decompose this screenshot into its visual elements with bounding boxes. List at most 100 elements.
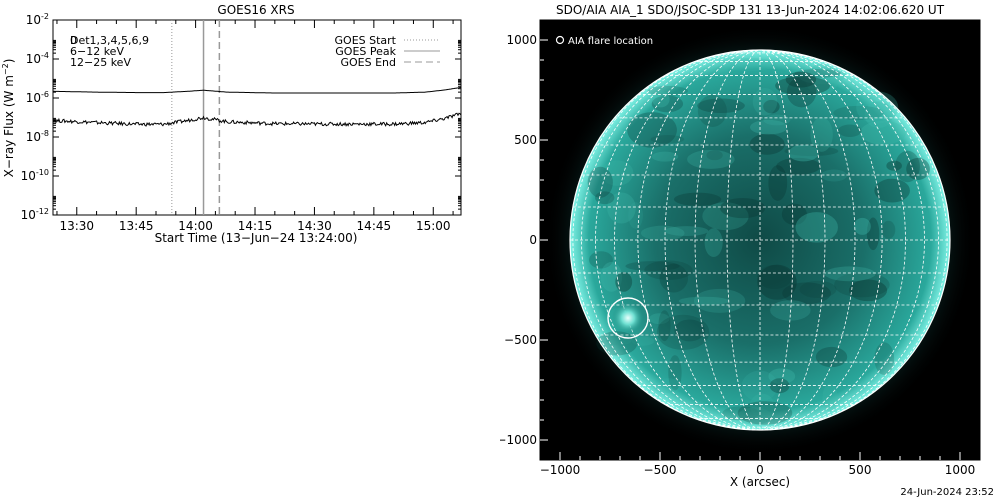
aia-texture-blob [644, 260, 693, 280]
aia-texture-blob [600, 160, 634, 186]
goes-y-tick-label: 10-10 [21, 168, 49, 183]
aia-texture-blob [757, 265, 792, 290]
aia-texture-blob [724, 58, 776, 72]
goes-x-label: Start Time (13−Jun−24 13:24:00) [155, 231, 358, 245]
aia-grid-longitude-line [595, 49, 761, 431]
goes-y-tick-label: 10-2 [26, 12, 49, 27]
aia-texture-blob [668, 355, 682, 391]
aia-disk-texture [587, 58, 930, 425]
goes-x-tick-label: 14:15 [238, 219, 273, 233]
aia-texture-blob [757, 264, 797, 300]
aia-grid-longitude-line [759, 49, 856, 431]
aia-heliographic-grid [570, 49, 950, 431]
aia-grid-longitude-line [759, 49, 906, 431]
aia-grid-longitude-line [572, 49, 761, 431]
aia-texture-blob [588, 251, 613, 269]
aia-legend: AIA flare location [555, 35, 653, 47]
aia-texture-blob [834, 272, 890, 298]
aia-texture-blob [697, 94, 727, 127]
legend-goes-start-label: GOES Start [335, 34, 397, 47]
aia-texture-blob [673, 192, 722, 206]
aia-texture-blob [658, 310, 671, 342]
aia-texture-blob [786, 77, 817, 108]
aia-texture-blob [693, 288, 746, 313]
aia-texture-blob [737, 407, 772, 425]
aia-grid-longitude-line [759, 49, 794, 431]
goes-series-line-6-12-keV [53, 86, 462, 94]
aia-texture-blob [650, 135, 685, 144]
aia-grid-longitude-line [759, 49, 925, 431]
aia-y-tick-label: 1000 [506, 33, 537, 47]
aia-texture-blob [722, 406, 760, 421]
aia-grid-longitude-line [759, 49, 883, 431]
aia-grid-longitude-line [759, 49, 948, 431]
aia-grid-longitude-line [664, 49, 761, 431]
aia-texture-blob [674, 319, 705, 342]
aia-texture-blob [659, 263, 688, 293]
aia-x-tick-label: −1000 [540, 463, 581, 477]
goes-band-12-25-label: 12−25 keV [70, 56, 131, 69]
aia-x-tick-label: 1000 [945, 463, 976, 477]
aia-texture-blob [795, 212, 838, 243]
aia-texture-blob [752, 88, 778, 116]
aia-texture-blob [874, 342, 895, 375]
goes-y-tick-label: 10-12 [21, 207, 49, 222]
goes-plot-frame [52, 19, 462, 216]
goes-band-6-12-label: 6−12 keV [70, 45, 124, 58]
aia-texture-blob [881, 220, 896, 239]
aia-texture-blob [697, 98, 745, 114]
aia-texture-blob [749, 133, 785, 155]
aia-grid-longitude-line [637, 49, 761, 431]
aia-texture-blob [651, 151, 679, 162]
aia-y-tick-label: 500 [514, 133, 537, 147]
aia-texture-blob [810, 117, 833, 152]
aia-texture-blob [895, 150, 920, 183]
aia-grid-longitude-line [759, 49, 826, 431]
goes-x-tick-label: 14:00 [178, 219, 213, 233]
goes-legend: GOES Start GOES Peak GOES End [335, 34, 440, 69]
goes-xrs-chart: GOES16 XRS 10-12 10-10 10-8 10-6 10-4 10-2 13… [1, 3, 462, 245]
aia-texture-blob [763, 114, 791, 126]
goes-x-tick-label: 14:30 [297, 219, 332, 233]
aia-texture-blob [837, 124, 862, 137]
goes-x-tick-label: 13:30 [59, 219, 94, 233]
goes-det-overprint: 0 [70, 34, 77, 47]
aia-texture-blob [749, 119, 788, 135]
aia-texture-blob [749, 393, 775, 418]
aia-texture-blob [678, 296, 730, 306]
aia-texture-blob [640, 225, 685, 241]
aia-texture-blob [824, 266, 876, 282]
aia-texture-blob [768, 165, 788, 201]
aia-texture-blob [687, 149, 735, 169]
aia-texture-blob [664, 226, 709, 236]
aia-texture-blob [649, 313, 670, 325]
aia-texture-blob [607, 192, 636, 224]
aia-x-tick-label: 0 [756, 463, 764, 477]
goes-x-axis: 13:30 13:45 14:00 14:15 14:30 14:45 15:00 [56, 20, 454, 233]
aia-solar-limb [569, 49, 951, 431]
aia-grid-longitude-line [694, 49, 761, 431]
aia-texture-blob [781, 203, 807, 226]
aia-image [540, 20, 980, 460]
goes-title: GOES16 XRS [217, 3, 294, 17]
goes-event-markers [171, 20, 221, 215]
aia-texture-blob [849, 279, 888, 302]
aia-texture-blob [866, 217, 880, 251]
aia-flare-location-circle [607, 297, 649, 339]
aia-x-tick-label: 500 [849, 463, 872, 477]
goes-x-tick-label: 14:45 [357, 219, 392, 233]
aia-texture-blob [702, 202, 749, 231]
aia-x-label: X (arcsec) [730, 475, 790, 489]
aia-texture-blob [628, 202, 643, 229]
aia-x-tick-label: −500 [644, 463, 677, 477]
aia-texture-blob [715, 65, 729, 78]
aia-texture-blob [587, 166, 613, 198]
aia-texture-blob [763, 99, 780, 114]
aia-texture-blob [853, 217, 871, 235]
aia-texture-blob [600, 261, 623, 292]
aia-texture-blob [631, 336, 655, 346]
aia-texture-blob [874, 178, 910, 203]
aia-axes: −1000 −500 0 500 1000 −1000 −500 0 500 1000 [500, 33, 975, 477]
aia-texture-blob [906, 157, 930, 181]
aia-texture-blob [785, 71, 817, 88]
